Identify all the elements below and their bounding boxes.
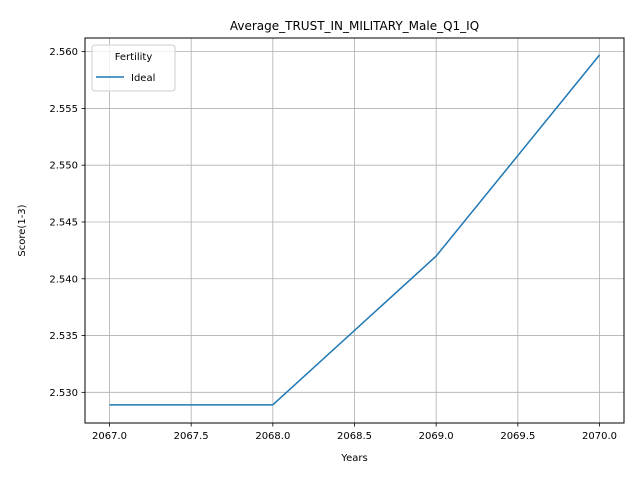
y-tick-label: 2.535 — [49, 331, 78, 342]
x-axis-title: Years — [340, 453, 367, 464]
y-axis: 2.530 2.535 2.540 2.545 2.550 2.555 2.560 — [49, 47, 85, 399]
legend-title: Fertility — [115, 52, 153, 63]
x-axis: 2067.0 2067.5 2068.0 2068.5 2069.0 2069.5 2070… — [92, 423, 617, 442]
y-tick-label: 2.560 — [49, 47, 78, 58]
y-tick-label: 2.530 — [49, 388, 78, 399]
x-tick-label: 2069.0 — [419, 431, 454, 442]
x-tick-label: 2067.0 — [92, 431, 127, 442]
x-tick-label: 2069.5 — [500, 431, 535, 442]
y-tick-label: 2.540 — [49, 274, 78, 285]
series-layer — [109, 54, 601, 406]
y-tick-label: 2.555 — [49, 104, 78, 115]
legend-box — [91, 44, 176, 92]
x-tick-label: 2070.0 — [582, 431, 617, 442]
y-tick-label: 2.550 — [49, 161, 78, 172]
chart-title: Average_TRUST_IN_MILITARY_Male_Q1_IQ — [230, 19, 479, 33]
x-tick-label: 2068.0 — [255, 431, 290, 442]
legend-label: Ideal — [131, 73, 155, 84]
legend: Fertility Ideal — [91, 44, 176, 92]
y-axis-title: Score(1-3) — [17, 204, 28, 256]
y-tick-label: 2.545 — [49, 217, 78, 228]
series-line-ideal — [109, 54, 601, 406]
grid — [85, 38, 624, 423]
x-tick-label: 2067.5 — [174, 431, 209, 442]
x-tick-label: 2068.5 — [337, 431, 372, 442]
